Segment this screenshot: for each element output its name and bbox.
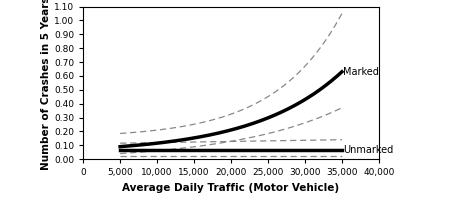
Y-axis label: Number of Crashes in 5 Years: Number of Crashes in 5 Years — [41, 0, 51, 170]
X-axis label: Average Daily Traffic (Motor Vehicle): Average Daily Traffic (Motor Vehicle) — [122, 183, 340, 193]
Text: Marked: Marked — [343, 67, 379, 77]
Text: Unmarked: Unmarked — [343, 145, 394, 155]
